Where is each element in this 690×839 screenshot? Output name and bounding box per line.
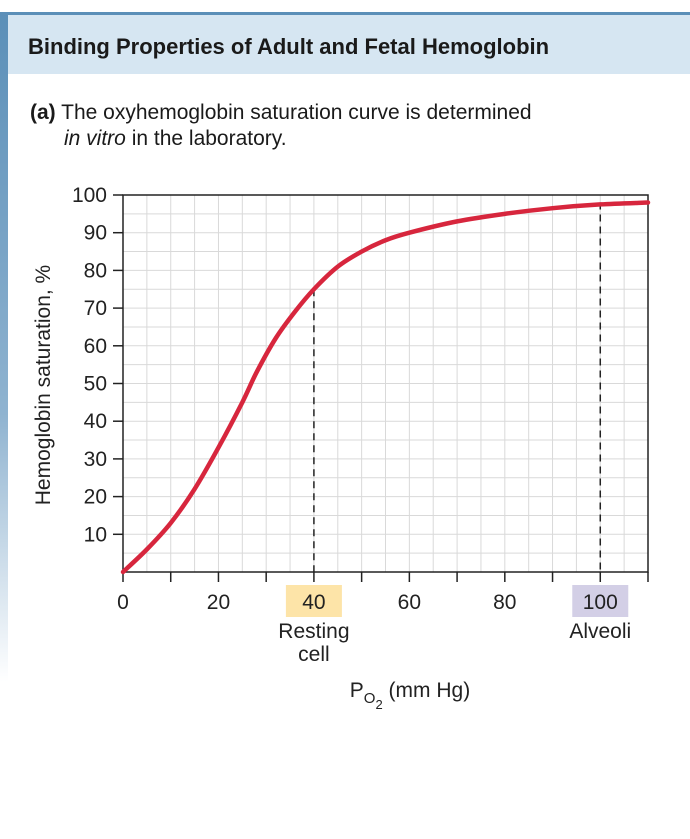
marker-label: Resting: [278, 620, 349, 643]
y-tick-label: 100: [72, 184, 107, 207]
grid-lines: [123, 195, 648, 572]
y-tick-label: 40: [84, 410, 107, 433]
title-band: Binding Properties of Adult and Fetal He…: [8, 12, 690, 74]
x-axis-label-o: O: [364, 690, 376, 707]
x-axis-label-p: P: [350, 679, 364, 702]
marker-label: cell: [298, 643, 330, 666]
caption-italic: in vitro: [64, 127, 126, 150]
caption-line-2: in vitro in the laboratory.: [30, 126, 532, 152]
marker-dashed-lines: [313, 202, 602, 572]
axis-ticks: [113, 194, 649, 582]
tick-highlight: [572, 585, 629, 617]
y-tick-label: 90: [84, 222, 107, 245]
y-tick-label: 70: [84, 297, 107, 320]
x-tick-label: 60: [398, 591, 421, 614]
tick-highlights: [285, 585, 629, 617]
y-axis-label: Hemoglobin saturation, %: [32, 265, 55, 505]
tick-highlight: [285, 585, 342, 617]
y-tick-label: 50: [84, 373, 107, 396]
x-tick-label: 80: [493, 591, 516, 614]
saturation-curve-group: [120, 200, 651, 575]
y-tick-label: 80: [84, 259, 107, 282]
x-tick-label: 40: [302, 591, 325, 614]
panel-label: (a): [30, 101, 56, 124]
y-tick-label: 30: [84, 448, 107, 471]
y-tick-label: 60: [84, 335, 107, 358]
x-axis-label: PO2 (mm Hg): [350, 679, 470, 712]
y-tick-label: 10: [84, 523, 107, 546]
x-tick-labels: 0 20 40 60 80 100: [117, 591, 618, 614]
y-tick-labels: 10 20 30 40 50 60 70 80 90 100: [72, 184, 107, 546]
figure-title: Binding Properties of Adult and Fetal He…: [28, 34, 550, 59]
panel-caption: (a) The oxyhemoglobin saturation curve i…: [30, 100, 532, 152]
marker-label: Alveoli: [569, 620, 631, 643]
left-accent-bar: [0, 12, 8, 682]
x-tick-label: 20: [207, 591, 230, 614]
x-axis-label-unit: (mm Hg): [383, 679, 471, 702]
caption-line-1: The oxyhemoglobin saturation curve is de…: [61, 101, 532, 124]
caption-rest: in the laboratory.: [125, 127, 287, 150]
x-axis-label-2: 2: [375, 697, 382, 712]
x-tick-label: 100: [583, 591, 618, 614]
y-tick-label: 20: [84, 486, 107, 509]
x-tick-label: 0: [117, 591, 129, 614]
saturation-curve: [120, 200, 651, 575]
